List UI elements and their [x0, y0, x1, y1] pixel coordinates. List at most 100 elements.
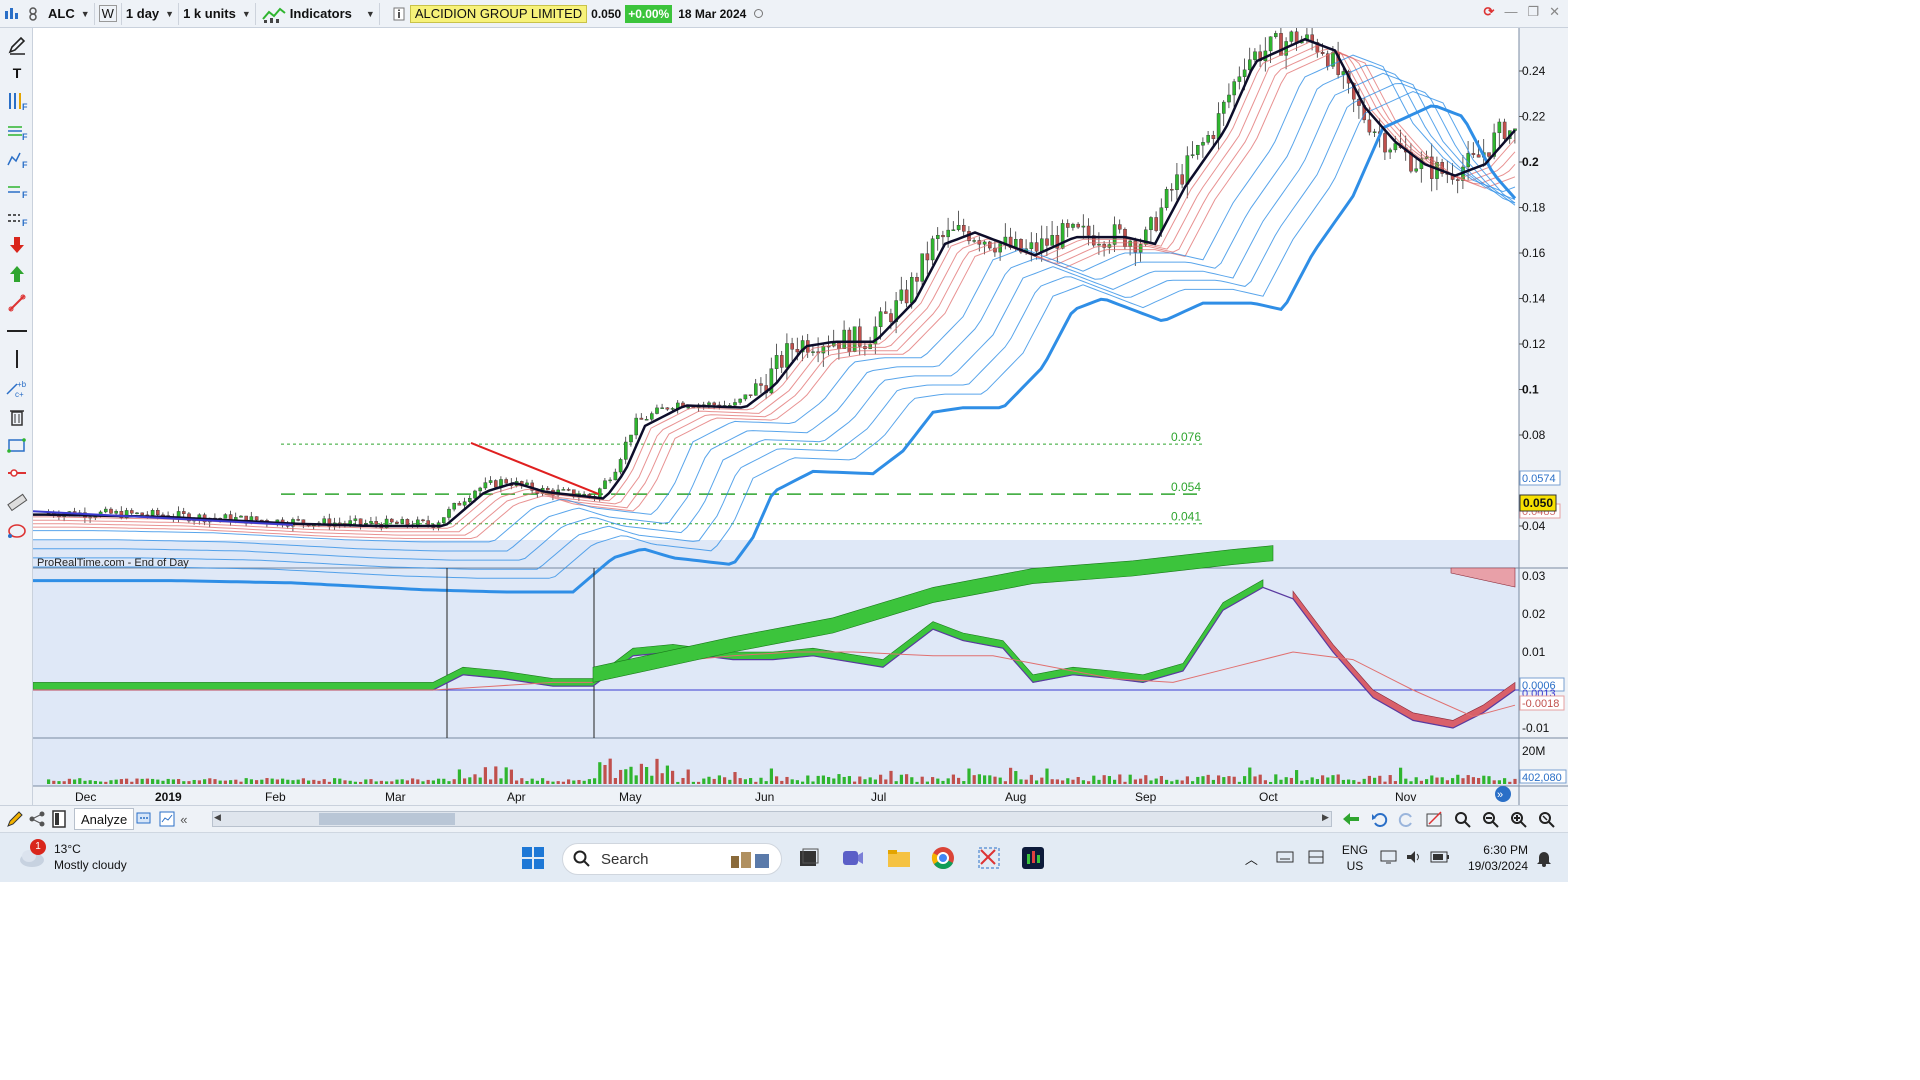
battery-icon[interactable]	[1430, 851, 1450, 866]
osc-upper-ribbon-red	[1450, 567, 1516, 588]
fibonacci-fan-icon[interactable]: F	[4, 120, 30, 142]
chart-type-icon[interactable]	[0, 3, 22, 25]
symbol-label: ALC	[48, 6, 75, 21]
analyze-button[interactable]: Analyze	[74, 808, 135, 830]
time-scrollbar-thumb[interactable]	[319, 813, 455, 825]
taskbar-search[interactable]: Search	[562, 843, 782, 875]
svg-text:F: F	[22, 190, 28, 199]
ellipse-tool-icon[interactable]	[4, 520, 30, 542]
zoom-out-icon[interactable]	[1480, 808, 1502, 830]
go-to-start-icon[interactable]	[1340, 808, 1362, 830]
double-chevron-left-icon[interactable]: «	[180, 811, 188, 827]
volume-bar	[1477, 777, 1481, 784]
vertical-line-icon[interactable]	[4, 348, 30, 370]
volume-bar	[166, 778, 170, 784]
volume-bar	[728, 779, 732, 784]
scroll-left-icon[interactable]: ◀	[214, 812, 221, 822]
volume-bar	[1404, 778, 1408, 784]
candle-up	[1221, 101, 1226, 114]
zoom-in-icon[interactable]	[1508, 808, 1530, 830]
volume-bar	[1513, 778, 1517, 784]
time-scrollbar[interactable]	[212, 811, 1332, 827]
w-button[interactable]: W	[95, 2, 122, 25]
trash-icon[interactable]	[4, 406, 30, 428]
refresh-icon[interactable]: ⟳	[1483, 4, 1495, 19]
volume-icon[interactable]	[1406, 850, 1422, 867]
snipping-tool-icon[interactable]	[976, 845, 1002, 871]
volume-bar	[1258, 774, 1262, 784]
volume-bar	[234, 779, 238, 784]
fibonacci-retracement-icon[interactable]: F	[4, 148, 30, 170]
scroll-right-icon[interactable]: ▶	[1322, 812, 1329, 822]
teams-meet-icon[interactable]	[840, 845, 866, 871]
chart-area[interactable]: 0.076 0.054 0.041 0.24 0.22 0.2 0.18 0.16 0.14 0…	[32, 21, 1568, 805]
fibonacci-arc-icon[interactable]: F	[4, 178, 30, 200]
fibonacci-vertical-icon[interactable]: F	[4, 90, 30, 112]
pen-menu-icon[interactable]	[1308, 850, 1324, 867]
timeframe-selector[interactable]: 1 day ▼	[122, 2, 180, 25]
redo-icon[interactable]	[1396, 808, 1418, 830]
prorealtime-taskbar-icon[interactable]	[1020, 845, 1046, 871]
pencil-color-icon[interactable]	[4, 808, 26, 830]
undo-icon[interactable]	[1368, 808, 1390, 830]
volume-bar	[405, 780, 409, 784]
channel-icon[interactable]: +b c+	[4, 377, 30, 399]
volume-bar	[619, 769, 623, 784]
candle-down	[1502, 121, 1507, 140]
volume-bar	[827, 777, 831, 784]
volume-bar	[1107, 776, 1111, 784]
file-explorer-icon[interactable]	[886, 845, 912, 871]
chrome-icon[interactable]	[930, 845, 956, 871]
volume-bar	[1040, 777, 1044, 784]
units-selector[interactable]: 1 k units ▼	[179, 2, 256, 25]
restore-icon[interactable]: ❐	[1527, 4, 1540, 19]
zoom-reset-icon[interactable]	[1536, 808, 1558, 830]
language-indicator[interactable]: ENG US	[1342, 842, 1368, 874]
display-icon[interactable]	[1380, 849, 1398, 868]
sell-arrow-icon[interactable]	[4, 234, 30, 256]
share-icon[interactable]	[26, 808, 48, 830]
auto-scale-icon[interactable]	[1424, 808, 1446, 830]
symbol-selector[interactable]: ALC ▼	[44, 2, 95, 25]
panel-icon[interactable]	[48, 808, 70, 830]
volume-bar	[723, 777, 727, 784]
candle-up	[852, 326, 857, 352]
clock[interactable]: 6:30 PM 19/03/2024	[1468, 842, 1528, 874]
zoom-area-icon[interactable]	[1452, 808, 1474, 830]
segment-tool-icon[interactable]	[4, 462, 30, 484]
volume-bar	[1508, 781, 1512, 784]
notification-bell-icon[interactable]	[1536, 849, 1552, 870]
layout-icon[interactable]	[156, 808, 178, 830]
keyboard-icon[interactable]	[1276, 851, 1294, 866]
candle-down	[1019, 239, 1023, 253]
volume-bar	[83, 780, 87, 784]
link-icon[interactable]	[22, 3, 44, 25]
price-axis-label: 0.12	[1522, 337, 1546, 351]
time-axis-label: Dec	[75, 790, 96, 804]
info-icon[interactable]	[388, 3, 410, 25]
volume-bar	[541, 778, 545, 784]
candle-up	[738, 398, 742, 403]
chevron-up-icon[interactable]: ︿	[1244, 851, 1258, 867]
task-view-icon[interactable]	[796, 845, 822, 871]
windows-start-icon[interactable]	[520, 845, 546, 871]
buy-arrow-icon[interactable]	[4, 263, 30, 285]
indicators-button[interactable]: Indicators ▼	[256, 2, 380, 25]
weather-widget[interactable]: 1 13°C Mostly cloudy	[18, 839, 127, 873]
rectangle-tool-icon[interactable]	[4, 434, 30, 456]
horizontal-line-icon[interactable]	[4, 320, 30, 342]
volume-bar	[489, 779, 493, 784]
ruler-icon[interactable]	[4, 491, 30, 513]
pencil-icon[interactable]	[4, 34, 30, 56]
volume-bar	[421, 781, 425, 784]
candle-down	[1320, 52, 1325, 54]
chat-icon[interactable]	[134, 808, 156, 830]
trendline-icon[interactable]	[4, 292, 30, 314]
volume-bar	[1133, 779, 1137, 784]
fibonacci-time-icon[interactable]: F	[4, 206, 30, 228]
close-icon[interactable]: ✕	[1549, 4, 1560, 19]
minimize-icon[interactable]: —	[1504, 4, 1518, 19]
text-tool-icon[interactable]: T	[12, 65, 22, 81]
volume-bar	[556, 781, 560, 784]
